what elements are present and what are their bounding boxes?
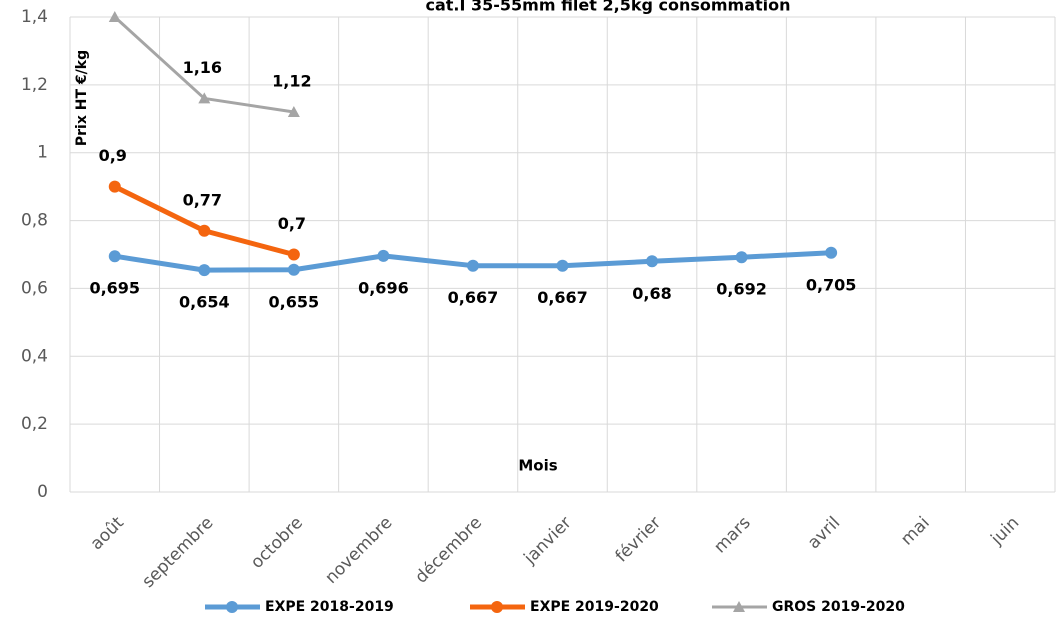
data-label: 1,16 [183,58,222,77]
marker [198,224,211,237]
x-tick-label: avril [804,513,844,553]
y-tick-label: 0,4 [21,346,48,366]
y-axis-label: Prix HT €/kg [74,50,90,146]
data-label: 0,77 [183,190,222,209]
marker [466,259,479,272]
legend-marker [226,601,238,613]
data-label: 0,7 [278,214,306,233]
data-label: 1,12 [272,72,311,91]
data-label: 0,695 [89,279,140,298]
x-tick-label: juin [987,513,1024,550]
data-label: 0,654 [179,293,230,312]
x-tick-label: octobre [247,513,307,573]
chart-title: cat.I 35-55mm filet 2,5kg consommation [425,0,790,15]
marker [825,246,838,259]
data-label: 0,667 [448,288,499,307]
marker [287,106,300,117]
legend-label: EXPE 2019-2020 [530,599,659,615]
marker [646,255,659,268]
y-tick-label: 1 [37,143,48,163]
marker [377,249,390,262]
y-tick-label: 0 [37,482,48,502]
marker [108,250,121,263]
y-tick-label: 0,8 [21,211,48,231]
marker [108,11,121,22]
y-tick-label: 0,6 [21,278,48,298]
x-tick-label: janvier [520,513,576,569]
data-label: 0,692 [716,280,767,299]
marker [108,180,121,193]
marker [735,251,748,264]
x-tick-label: mai [897,513,934,550]
marker [198,92,211,104]
x-tick-label: août [87,513,128,554]
legend-marker [491,601,503,613]
legend-marker [733,601,745,612]
x-tick-label: novembre [321,513,396,588]
marker [556,259,569,272]
x-tick-label: mars [710,513,755,558]
data-label: 0,68 [632,284,671,303]
marker [287,248,300,261]
x-tick-label: décembre [411,513,486,588]
data-label: 0,9 [99,146,127,165]
x-axis-label: Mois [518,457,557,475]
y-tick-label: 1,2 [21,75,48,95]
data-label: 0,655 [269,292,320,311]
y-tick-label: 0,2 [21,414,48,434]
y-tick-label: 1,4 [21,7,48,27]
data-label: 0,705 [806,275,857,294]
marker [287,263,300,276]
data-label: 0,667 [537,288,588,307]
legend-label: EXPE 2018-2019 [265,599,394,615]
x-tick-label: septembre [138,513,217,592]
x-tick-label: février [612,513,666,567]
legend-label: GROS 2019-2020 [772,599,905,615]
marker [198,264,211,277]
data-label: 0,696 [358,278,409,297]
